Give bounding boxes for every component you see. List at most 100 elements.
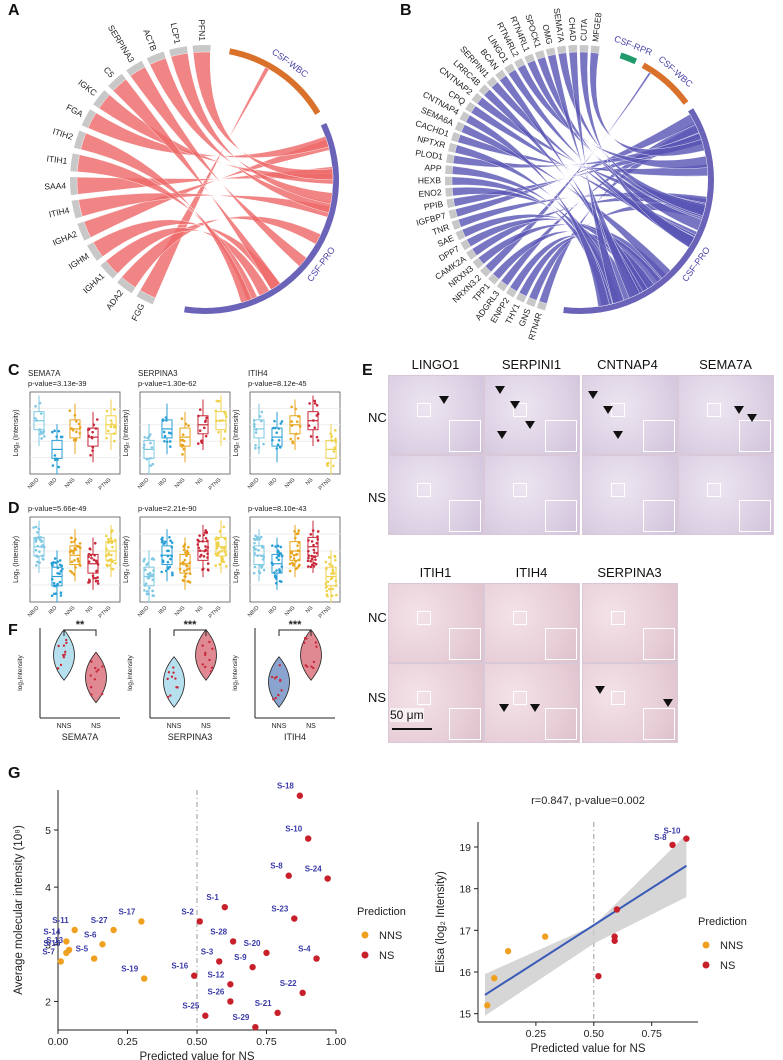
x-tick-label: 0.25 [117, 1036, 138, 1048]
category-label: NS [305, 477, 315, 487]
data-point [204, 545, 207, 548]
data-point [90, 660, 93, 663]
gene-arc [450, 132, 461, 143]
data-point [99, 941, 106, 948]
gene-label: ITIH1 [46, 153, 68, 166]
point-label: S-21 [255, 999, 272, 1008]
legend-title: Prediction [698, 916, 747, 928]
data-point [312, 543, 315, 547]
data-point [223, 537, 227, 540]
data-point [105, 409, 109, 413]
data-point [216, 958, 223, 965]
significance-stars: *** [184, 619, 198, 631]
data-point [262, 555, 266, 559]
data-point [220, 419, 224, 422]
legend-label: NNS [379, 930, 402, 942]
data-point [253, 422, 256, 426]
data-point [203, 665, 207, 669]
data-point [222, 545, 226, 549]
data-point [215, 399, 219, 403]
data-point [143, 589, 146, 592]
point-label: S-10 [285, 825, 302, 834]
data-point [669, 841, 676, 849]
data-point [149, 464, 152, 467]
data-point [334, 579, 338, 583]
group-label: CSF-WBC [270, 47, 310, 80]
magnified-inset [545, 500, 577, 532]
data-point [95, 569, 98, 573]
data-point [227, 981, 234, 988]
gene-arc [87, 242, 103, 261]
data-point [148, 433, 152, 436]
data-point [307, 556, 310, 560]
data-point [253, 425, 256, 428]
data-point [61, 567, 64, 571]
point-label: S-2 [181, 907, 194, 916]
data-point [198, 555, 202, 558]
group-arc [619, 52, 638, 65]
violin [300, 629, 322, 681]
point-label: S-4 [298, 945, 311, 954]
data-point [310, 557, 314, 561]
category-label: IBD [158, 605, 169, 616]
data-point [316, 530, 320, 533]
data-point [78, 546, 82, 549]
data-point [273, 677, 277, 680]
data-point [184, 551, 187, 554]
data-point [68, 409, 72, 412]
zoom-region-box [611, 483, 626, 498]
data-point [254, 443, 257, 447]
data-point [313, 555, 317, 559]
data-point [52, 560, 55, 564]
group-label: CSF-PRO [305, 245, 337, 284]
data-point [187, 567, 191, 570]
magnified-inset [545, 420, 577, 452]
data-point [217, 399, 221, 403]
data-point [214, 552, 218, 556]
data-point [214, 409, 218, 413]
data-point [275, 569, 278, 572]
boxplot-title: SEMA7A [28, 369, 61, 378]
data-point [39, 430, 43, 434]
category-label: NS [195, 605, 205, 615]
data-point [256, 536, 259, 539]
data-point [55, 584, 58, 587]
gene-label: OMG [540, 23, 554, 45]
data-point [257, 548, 260, 552]
category-label: NS [85, 605, 95, 615]
data-point [160, 570, 164, 574]
data-point [63, 938, 70, 945]
gene-label: IGHA1 [81, 271, 107, 296]
gene-arc [108, 73, 126, 91]
category-label: NNS [284, 605, 297, 618]
boxplot-pvalue: p-value=5.66e-49 [28, 504, 87, 513]
legend-label: NS [720, 960, 735, 972]
data-point [96, 582, 100, 585]
ihc-title-serpini1: SERPINI1 [501, 357, 562, 372]
legend-label: NS [379, 950, 394, 962]
data-point [295, 432, 298, 436]
data-point [256, 554, 259, 557]
data-point [94, 579, 98, 583]
data-point [146, 572, 150, 576]
data-point [206, 562, 210, 565]
data-point [274, 696, 277, 700]
ihc-tile-nc [484, 583, 580, 663]
data-point [306, 565, 310, 568]
data-point [294, 407, 298, 411]
arrowhead-marker [499, 704, 509, 712]
ihc-row-nc: NC [368, 410, 387, 425]
data-point [167, 671, 171, 674]
gene-label: HEXB [418, 175, 442, 185]
data-point [290, 551, 294, 555]
data-point [110, 553, 113, 557]
data-point [258, 564, 261, 567]
data-point [51, 464, 55, 467]
data-point [87, 427, 91, 431]
data-point [74, 537, 77, 541]
gene-arc [93, 90, 110, 109]
category-label: NNS [174, 477, 187, 490]
data-point [181, 453, 184, 456]
gene-arc [495, 69, 507, 81]
data-point [75, 544, 79, 548]
